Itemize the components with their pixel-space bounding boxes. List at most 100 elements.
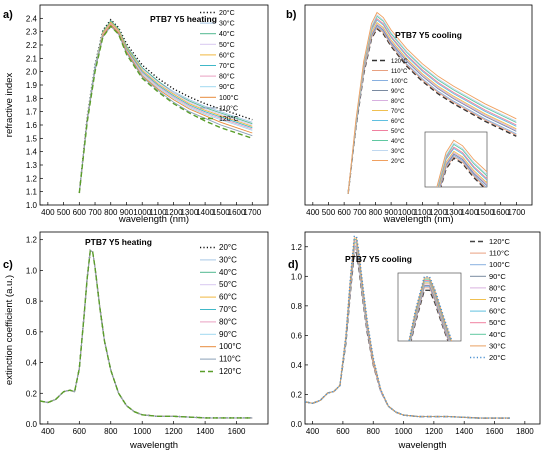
x-tick-label: 1800 [516, 427, 534, 436]
y-tick-label: 0.4 [26, 359, 38, 368]
legend-entry: 20°C [489, 353, 506, 362]
x-tick-label: 600 [73, 208, 87, 217]
x-tick-label: 1000 [398, 208, 416, 217]
x-tick-label: 1400 [455, 427, 473, 436]
x-tick-label: 800 [104, 427, 118, 436]
plot-frame [304, 4, 533, 206]
y-tick-label: 0.6 [26, 328, 38, 337]
series-line [305, 235, 510, 419]
y-tick-label: 1.5 [26, 134, 38, 143]
legend-entry: 110°C [489, 249, 510, 258]
panel-label: b) [286, 9, 297, 21]
legend-entry: 40°C [489, 330, 506, 339]
x-tick-label: 400 [306, 208, 320, 217]
legend-entry: 60°C [391, 119, 405, 125]
series-line [347, 11, 517, 194]
series-line [78, 25, 253, 194]
legend-entry: 110°C [219, 355, 241, 364]
legend-entry: 40°C [219, 30, 235, 38]
plot-frame [304, 231, 541, 425]
inset-series-group [408, 276, 453, 341]
legend-entry: 120°C [489, 237, 511, 246]
x-tick-label: 400 [41, 208, 55, 217]
legend-entry: 50°C [489, 318, 506, 327]
x-tick-label: 1400 [196, 208, 214, 217]
x-tick-label: 800 [104, 208, 118, 217]
y-tick-label: 1.2 [26, 174, 38, 183]
series-group [78, 18, 253, 194]
x-tick-label: 700 [353, 208, 367, 217]
x-tick-label: 1700 [243, 208, 261, 217]
chart-title: PTB7 Y5 heating [85, 237, 152, 247]
legend-entry: 50°C [219, 41, 235, 49]
legend-entry: 120°C [219, 115, 239, 123]
y-tick-label: 0.0 [291, 420, 303, 429]
inset-series-line [408, 276, 453, 341]
y-tick-label: 2.2 [26, 41, 38, 50]
x-tick-label: 1700 [507, 208, 525, 217]
legend-entry: 80°C [219, 73, 235, 81]
legend-entry: 70°C [219, 62, 235, 70]
legend-entry: 120°C [219, 367, 242, 376]
x-axis-label: wavelength [397, 440, 446, 451]
y-tick-label: 0.4 [291, 361, 303, 370]
series-line [40, 249, 253, 419]
x-tick-label: 800 [367, 427, 381, 436]
x-tick-label: 1200 [165, 208, 183, 217]
x-axis-label: wavelength (nm) [118, 214, 189, 225]
legend-entry: 30°C [489, 341, 506, 350]
legend-entry: 60°C [219, 51, 235, 59]
legend-entry: 40°C [391, 139, 405, 145]
y-tick-label: 1.4 [26, 148, 38, 157]
x-tick-label: 600 [336, 427, 350, 436]
x-tick-label: 1500 [476, 208, 494, 217]
panel-label: d) [288, 259, 299, 271]
x-tick-label: 500 [322, 208, 336, 217]
x-tick-label: 1100 [414, 208, 432, 217]
legend-entry: 20°C [219, 9, 235, 17]
legend-entry: 30°C [219, 255, 237, 264]
plot-frame [39, 4, 269, 206]
y-tick-label: 2.1 [26, 54, 38, 63]
legend-entry: 60°C [219, 293, 237, 302]
y-tick-label: 1.0 [26, 201, 38, 210]
legend-entry: 90°C [219, 83, 235, 91]
legend-entry: 90°C [391, 89, 405, 95]
inset-series-group [436, 139, 487, 187]
legend-entry: 80°C [219, 317, 237, 326]
legend-entry: 90°C [219, 330, 237, 339]
x-tick-label: 1200 [425, 427, 443, 436]
x-tick-label: 1000 [133, 427, 151, 436]
y-axis-label: extinction coefficient (a.u.) [4, 275, 15, 385]
legend-entry: 80°C [391, 99, 405, 105]
x-axis-label: wavelength (nm) [382, 214, 453, 225]
legend-entry: 50°C [391, 129, 405, 135]
x-tick-label: 800 [369, 208, 383, 217]
legend-entry: 60°C [489, 307, 506, 316]
series-group [40, 249, 253, 419]
legend-entry: 40°C [219, 268, 237, 277]
panel-1: 400 500 600 700 800 900 1000110012001300140015… [3, 4, 269, 225]
panel-label: c) [3, 259, 13, 271]
y-tick-label: 1.3 [26, 161, 38, 170]
x-tick-label: 600 [73, 427, 87, 436]
y-tick-label: 1.9 [26, 81, 38, 90]
legend-entry: 110°C [391, 69, 408, 75]
panel-3: 400 600 800 1000 1200 1400 1600 0.0 0.2 0.4 0.6 0.8… [3, 231, 269, 451]
y-tick-label: 0.8 [26, 297, 38, 306]
legend-entry: 100°C [219, 342, 242, 351]
x-tick-label: 1200 [165, 427, 183, 436]
y-tick-label: 0.8 [291, 302, 303, 311]
y-tick-label: 2.4 [26, 14, 38, 23]
legend-entry: 20°C [219, 243, 237, 252]
x-tick-label: 1600 [228, 208, 246, 217]
x-tick-label: 1400 [196, 427, 214, 436]
x-tick-label: 700 [88, 208, 102, 217]
plot-frame [39, 231, 269, 425]
x-tick-label: 1600 [228, 427, 246, 436]
panel-label: a) [3, 9, 13, 21]
legend-entry: 100°C [391, 79, 408, 85]
legend-entry: 110°C [219, 104, 238, 112]
inset-series-line [408, 277, 452, 341]
